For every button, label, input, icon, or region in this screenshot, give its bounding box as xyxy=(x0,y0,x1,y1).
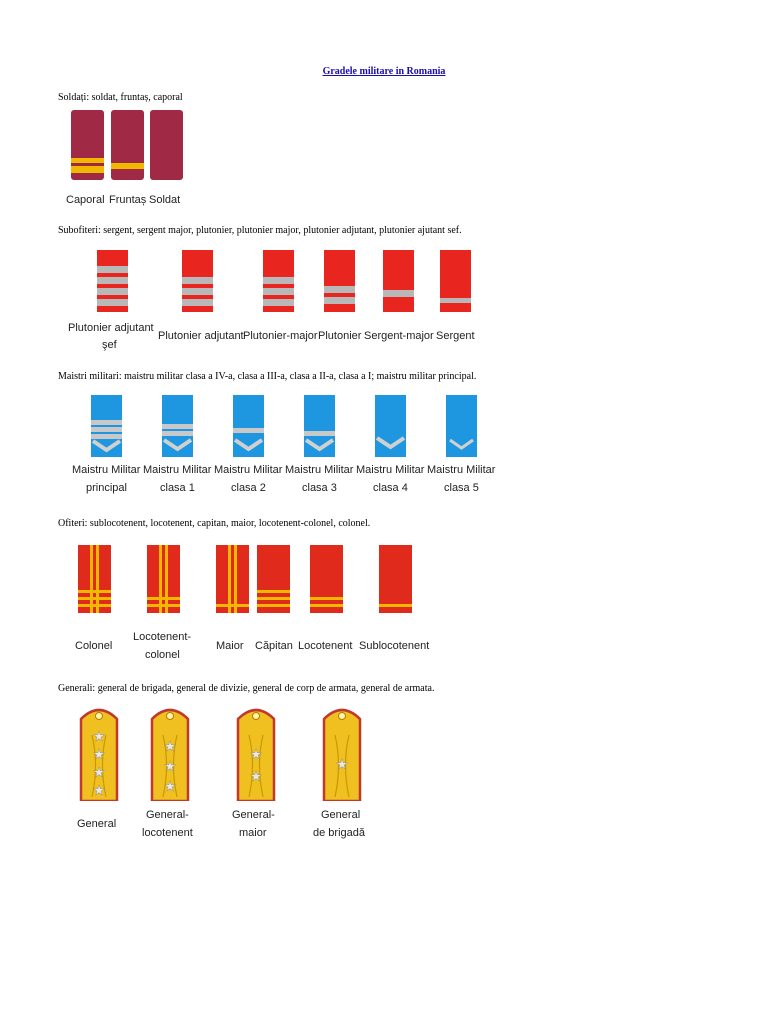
label-plutonier: Plutonier xyxy=(318,330,362,342)
label-maistru-principal-1: Maistru Militar xyxy=(72,464,141,476)
board-maistru-clasa-2 xyxy=(233,395,264,457)
star-icon: ★ xyxy=(164,739,177,755)
label-general: General xyxy=(77,818,117,830)
label-soldat: Soldat xyxy=(149,194,181,206)
label-general-maior-1: General- xyxy=(232,809,275,821)
board-maistru-clasa-4 xyxy=(375,395,406,457)
board-caporal xyxy=(71,110,104,180)
board-general-locotenent: ★ ★ ★ xyxy=(150,705,190,801)
star-icon: ★ xyxy=(250,769,263,785)
label-maistru-clasa-1-1: Maistru Militar xyxy=(143,464,212,476)
label-maistru-clasa-4-2: clasa 4 xyxy=(373,482,408,494)
label-general-locotenent-2: locotenent xyxy=(142,827,193,839)
board-plutonier-major xyxy=(263,250,294,312)
board-sergent xyxy=(440,250,471,312)
label-maistru-clasa-3-2: clasa 3 xyxy=(302,482,337,494)
label-general-de-brigada-1: General xyxy=(321,809,361,821)
label-general-de-brigada-2: de brigadă xyxy=(313,827,365,839)
board-locotenent-colonel xyxy=(147,545,180,613)
label-locotenent-colonel-1: Locotenent- xyxy=(133,631,192,643)
board-plutonier xyxy=(324,250,355,312)
star-icon: ★ xyxy=(250,747,263,763)
label-maistru-clasa-2-1: Maistru Militar xyxy=(214,464,283,476)
board-plutonier-adjutant xyxy=(182,250,213,312)
board-maistru-clasa-3 xyxy=(304,395,335,457)
star-icon: ★ xyxy=(93,765,106,781)
label-maistru-principal-2: principal xyxy=(86,482,127,494)
board-locotenent xyxy=(310,545,343,613)
star-icon: ★ xyxy=(164,759,177,775)
section-soldati-text: Soldați: soldat, fruntaș, caporal xyxy=(58,92,183,103)
label-locotenent-colonel-2: colonel xyxy=(145,649,180,661)
label-maistru-clasa-1-2: clasa 1 xyxy=(160,482,195,494)
board-soldat xyxy=(150,110,183,180)
label-capitan: Căpitan xyxy=(255,640,293,652)
section-ofiteri-text: Ofiteri: sublocotenent, locotenent, capi… xyxy=(58,518,371,529)
board-sublocotenent xyxy=(379,545,412,613)
label-maistru-clasa-5-2: clasa 5 xyxy=(444,482,479,494)
title-link[interactable]: Gradele militare in Romania xyxy=(322,66,446,77)
label-sergent: Sergent xyxy=(436,330,475,342)
label-locotenent: Locotenent xyxy=(298,640,353,652)
label-maistru-clasa-3-1: Maistru Militar xyxy=(285,464,354,476)
star-icon: ★ xyxy=(336,757,349,773)
star-icon: ★ xyxy=(93,783,106,799)
board-maistru-principal xyxy=(91,395,122,457)
label-maistru-clasa-4-1: Maistru Militar xyxy=(356,464,425,476)
section-subofiteri-text: Subofiteri: sergent, sergent major, plut… xyxy=(58,225,462,236)
label-sublocotenent: Sublocotenent xyxy=(359,640,430,652)
star-icon: ★ xyxy=(93,747,106,763)
board-fruntas xyxy=(111,110,144,180)
star-icon: ★ xyxy=(164,779,177,795)
label-maistru-clasa-5-1: Maistru Militar xyxy=(427,464,496,476)
label-plutonier-major: Plutonier-major xyxy=(243,330,318,342)
label-colonel: Colonel xyxy=(75,640,113,652)
section-maistri-text: Maistri militari: maistru militar clasa … xyxy=(58,371,477,382)
label-caporal: Caporal xyxy=(66,194,105,206)
label-maior: Maior xyxy=(216,640,244,652)
label-plutonier-adjutant: Plutonier adjutant xyxy=(158,330,244,342)
label-maistru-clasa-2-2: clasa 2 xyxy=(231,482,266,494)
board-maistru-clasa-5 xyxy=(446,395,477,457)
board-sergent-major xyxy=(383,250,414,312)
board-maistru-clasa-1 xyxy=(162,395,193,457)
board-capitan xyxy=(257,545,290,613)
page-title[interactable]: Gradele militare in Romania xyxy=(0,66,768,77)
label-sergent-major: Sergent-major xyxy=(364,330,434,342)
label-general-maior-2: maior xyxy=(239,827,267,839)
board-colonel xyxy=(78,545,111,613)
board-plutonier-adjutant-sef xyxy=(97,250,128,312)
board-general: ★ ★ ★ ★ xyxy=(79,705,119,801)
label-plutonier-adjutant-sef-2: şef xyxy=(102,339,117,351)
board-general-de-brigada: ★ xyxy=(322,705,362,801)
label-plutonier-adjutant-sef-1: Plutonier adjutant xyxy=(68,322,154,334)
board-general-maior: ★ ★ xyxy=(236,705,276,801)
label-general-locotenent-1: General- xyxy=(146,809,189,821)
section-generali-text: Generali: general de brigada, general de… xyxy=(58,683,435,694)
label-fruntas: Fruntaș xyxy=(109,194,147,206)
board-maior xyxy=(216,545,249,613)
star-icon: ★ xyxy=(93,729,106,745)
